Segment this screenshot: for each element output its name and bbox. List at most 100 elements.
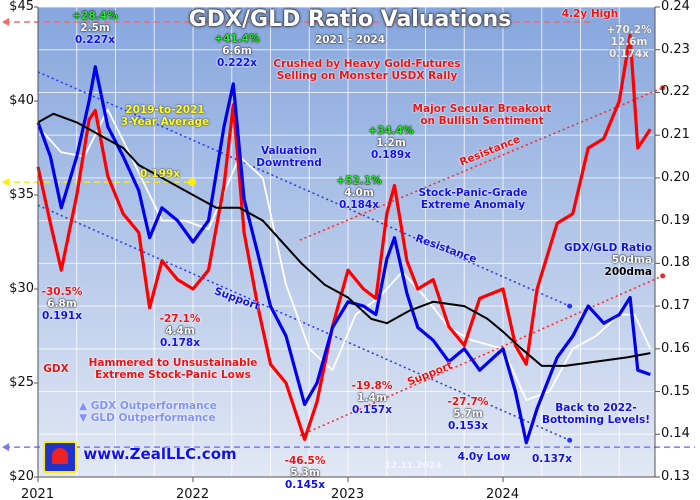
y-right-tick-label: 0.15 — [661, 383, 690, 399]
y-left-tick-label: $25 — [9, 375, 34, 390]
duration: 5.3m — [290, 467, 320, 479]
duration: 6.8m — [47, 298, 77, 310]
arrow-left-icon — [2, 178, 9, 187]
y-right-tick-label: 0.13 — [661, 469, 690, 484]
annotation-average: 2019-to-2021 3-Year Average — [121, 104, 209, 128]
series-gdx — [36, 33, 652, 441]
x-tick-label: 2021 — [21, 487, 55, 500]
annotation-peak-2021: +28.4% 2.5m 0.227x — [72, 10, 117, 46]
annotation-high: 4.2y High — [561, 8, 619, 20]
duration: 4.4m — [165, 325, 195, 337]
ratio: 0.191x — [41, 310, 82, 322]
chart-subtitle: 2021 - 2024 — [314, 34, 386, 46]
line: Crushed by Heavy Gold-Futures — [273, 58, 461, 70]
duration: 1.2m — [376, 137, 406, 149]
line: Hammered to Unsustainable — [88, 357, 258, 369]
duration: 2.5m — [80, 22, 110, 34]
annotation-crushed: Crushed by Heavy Gold-Futures Selling on … — [273, 58, 460, 82]
line: on Bullish Sentiment — [420, 115, 544, 127]
gdx-outperformance: ▲ GDX Outperformance — [79, 400, 217, 412]
annotation-breakout: Major Secular Breakout on Bullish Sentime… — [413, 103, 552, 127]
y-right-tick-label: 0.20 — [661, 169, 690, 185]
annotation-anomaly: Stock-Panic-Grade Extreme Anomaly — [418, 187, 527, 211]
x-tick-label: 2024 — [486, 487, 520, 500]
pct: +41.4% — [214, 33, 260, 45]
series-200dma — [37, 112, 651, 367]
annotation-hammered: Hammered to Unsustainable Extreme Stock-P… — [89, 357, 258, 381]
trendline-gdx-resistance — [299, 87, 663, 241]
y-right-tick-label: 0.18 — [661, 255, 690, 271]
outperformance-key: ▲ GDX Outperformance ▼ GLD Outperformance — [79, 400, 217, 424]
annotation-peak-2023b: +34.4% 1.2m 0.189x — [368, 125, 413, 161]
arrow-left-icon — [2, 18, 9, 27]
pct: +28.4% — [72, 10, 118, 22]
ratio: 0.157x — [351, 404, 392, 416]
pct: -30.5% — [41, 286, 83, 298]
date-stamp: 12.11.2024 — [384, 461, 442, 471]
label: GDX Outperformance — [90, 400, 217, 412]
label: GLD Outperformance — [90, 412, 216, 424]
average-marker — [188, 178, 196, 187]
duration: 6.6m — [222, 45, 252, 57]
ratio: 0.222x — [216, 57, 257, 69]
duration: 12.6m — [610, 36, 648, 48]
annotation-high-stats: +70.2% 12.6m 0.174x — [606, 24, 651, 60]
trendline-ratio-resistance — [37, 71, 570, 307]
x-tick-label: 2023 — [331, 487, 365, 500]
y-left-tick-label: $45 — [9, 0, 34, 14]
y-right-tick-label: 0.19 — [661, 212, 690, 228]
line: Back to 2022- — [555, 402, 637, 414]
pct: -46.5% — [284, 455, 326, 467]
ratio: 0.189x — [370, 149, 411, 161]
ratio: 0.174x — [608, 48, 649, 60]
annotation-downtrend: Valuation Downtrend — [256, 145, 321, 169]
legend-50dma: 50dma — [611, 254, 652, 266]
annotation-low-2024-value: 0.137x — [532, 453, 572, 465]
annotation-low-2022: -46.5% 5.3m 0.145x — [285, 455, 326, 491]
ratio: 0.145x — [284, 479, 325, 491]
y-right-tick-label: 0.24 — [661, 0, 690, 14]
pct: +70.2% — [606, 24, 652, 36]
y-left-tick-label: $35 — [9, 187, 34, 202]
series-gdx-gld-ratio — [36, 65, 651, 445]
line: Extreme Stock-Panic Lows — [95, 369, 251, 381]
line: 3-Year Average — [120, 116, 210, 128]
duration: 4.0m — [344, 187, 374, 199]
website-link[interactable]: www.ZealLLC.com — [83, 445, 237, 463]
line: Bottoming Levels! — [541, 414, 651, 426]
annotation-average-value: 0.199x — [140, 168, 180, 180]
pct: +52.1% — [336, 175, 382, 187]
duration: 5.7m — [453, 408, 483, 420]
y-right-tick-label: 0.17 — [661, 298, 690, 314]
gdx-label: GDX — [43, 363, 69, 375]
pct: -27.1% — [159, 313, 201, 325]
annotation-low-2023b: -27.7% 5.7m 0.153x — [448, 396, 489, 432]
y-right-tick-label: 0.22 — [661, 84, 690, 100]
y-right-tick-label: 0.23 — [661, 41, 690, 57]
ratio: 0.227x — [74, 34, 115, 46]
duration: 1.4m — [357, 392, 387, 404]
gld-outperformance: ▼ GLD Outperformance — [79, 412, 216, 424]
x-tick-label: 2022 — [176, 487, 210, 500]
pct: -19.8% — [351, 380, 393, 392]
chart-title: GDX/GLD Ratio Valuations — [188, 7, 512, 32]
line: 2019-to-2021 — [125, 104, 205, 116]
trendline-arrow-icon — [660, 85, 666, 91]
y-left-tick-label: $20 — [9, 469, 34, 484]
y-right-tick-label: 0.21 — [661, 127, 690, 143]
annotation-low-2024: 4.0y Low — [457, 451, 511, 463]
zeal-logo — [43, 441, 77, 473]
line: Valuation — [260, 145, 318, 157]
y-left-tick-label: $30 — [9, 281, 34, 296]
trendline-arrow-icon — [567, 303, 573, 309]
arrow-left-icon — [2, 443, 9, 452]
line: Selling on Monster USDX Rally — [276, 70, 458, 82]
y-right-tick-label: 0.16 — [661, 340, 690, 356]
annotation-peak-2023a: +52.1% 4.0m 0.184x — [336, 175, 381, 211]
y-right-tick-label: 0.14 — [661, 426, 690, 442]
line: Major Secular Breakout — [412, 103, 552, 115]
line: Downtrend — [256, 157, 322, 169]
pct: +34.4% — [368, 125, 414, 137]
pct: -27.7% — [447, 396, 489, 408]
